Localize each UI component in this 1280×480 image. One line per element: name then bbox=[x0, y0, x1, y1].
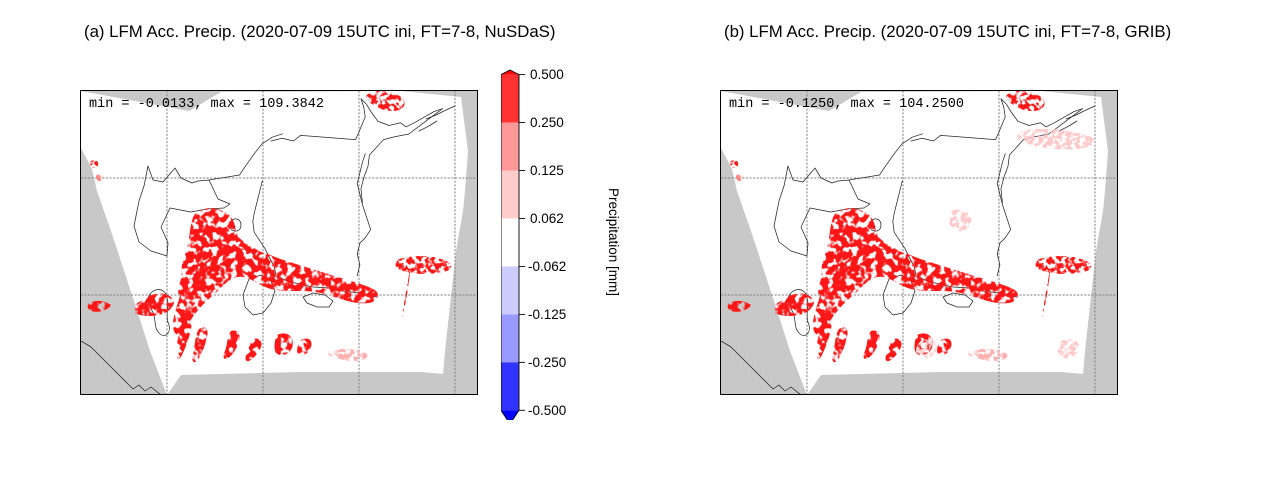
svg-text:Precipitation [mm]: Precipitation [mm] bbox=[606, 188, 621, 296]
svg-text:0.125: 0.125 bbox=[530, 163, 564, 178]
svg-text:-0.250: -0.250 bbox=[528, 355, 566, 370]
svg-text:-0.125: -0.125 bbox=[528, 307, 566, 322]
svg-text:-0.062: -0.062 bbox=[528, 259, 566, 274]
svg-text:-0.500: -0.500 bbox=[528, 403, 566, 418]
svg-text:0.062: 0.062 bbox=[530, 211, 564, 226]
svg-text:0.250: 0.250 bbox=[530, 115, 564, 130]
svg-text:0.500: 0.500 bbox=[530, 67, 564, 82]
